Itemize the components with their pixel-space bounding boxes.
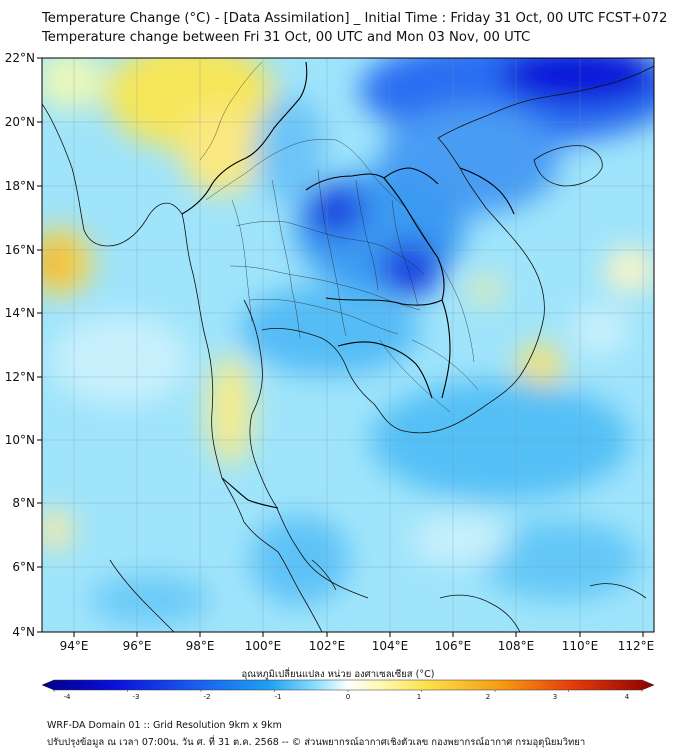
lon-label: 104°E [372, 639, 409, 653]
lon-label: 94°E [60, 639, 89, 653]
colorbar-tick: 3 [552, 693, 558, 701]
colorbar-tick: 1 [416, 693, 422, 701]
lat-label: 16°N [5, 243, 35, 257]
credit-line: ปรับปรุงข้อมูล ณ เวลา 07:00น. วัน ศ. ที่… [47, 737, 586, 748]
lon-label: 96°E [123, 639, 152, 653]
chart-subtitle: Temperature change between Fri 31 Oct, 0… [42, 30, 531, 45]
lon-label: 112°E [618, 639, 655, 653]
lon-label: 106°E [435, 639, 472, 653]
lat-label: 10°N [5, 433, 35, 447]
lat-label: 20°N [5, 115, 35, 129]
lat-labels: 22°N 20°N 18°N 16°N 14°N 12°N 10°N 8°N 6… [5, 51, 35, 639]
coastlines [42, 65, 654, 632]
lon-label: 100°E [245, 639, 282, 653]
tick-marks [37, 57, 644, 637]
lat-label: 4°N [12, 625, 35, 639]
colorbar-tick: -1 [274, 693, 282, 701]
lon-label: 102°E [309, 639, 346, 653]
lon-label: 110°E [562, 639, 599, 653]
country-borders [181, 61, 515, 509]
lon-label: 108°E [498, 639, 535, 653]
lat-label: 8°N [12, 496, 35, 510]
chart-title: Temperature Change (°C) - [Data Assimila… [42, 11, 668, 26]
lat-label: 18°N [5, 179, 35, 193]
graticule [42, 58, 654, 632]
map-frame [41, 57, 655, 633]
lat-label: 22°N [5, 51, 35, 65]
model-info: WRF-DA Domain 01 :: Grid Resolution 9km … [47, 720, 282, 731]
lat-label: 12°N [5, 370, 35, 384]
colorbar-tick: 0 [345, 693, 351, 701]
colorbar-label: อุณหภูมิเปลี่ยนแปลง หน่วย องศาเซลเซียส (… [241, 669, 435, 680]
admin-boundaries [199, 61, 479, 413]
colorbar-tick: 4 [624, 693, 630, 701]
lat-label: 14°N [5, 306, 35, 320]
colorbar-tick: -2 [203, 693, 211, 701]
lat-label: 6°N [12, 560, 35, 574]
lon-labels: 94°E 96°E 98°E 100°E 102°E 104°E 106°E 1… [60, 639, 655, 653]
temperature-field [42, 58, 654, 632]
colorbar-tick: -4 [63, 693, 71, 701]
lon-label: 98°E [186, 639, 215, 653]
colorbar [41, 679, 655, 692]
colorbar-tick: 2 [485, 693, 491, 701]
colorbar-tick: -3 [132, 693, 140, 701]
